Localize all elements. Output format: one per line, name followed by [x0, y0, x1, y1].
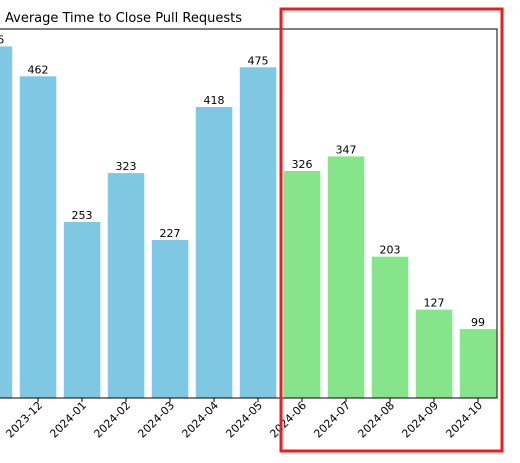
- value-label-2024-07: 347: [336, 143, 357, 156]
- value-label-2024-04: 418: [204, 94, 225, 107]
- value-label-2024-06: 326: [292, 158, 313, 171]
- value-label-2024-09: 127: [424, 297, 445, 310]
- x-tick-label-2024-10: 2024-10: [443, 399, 485, 441]
- value-label-2024-08: 203: [380, 244, 401, 257]
- value-label-2023-11: 505: [0, 33, 5, 46]
- bar-2023-11: [0, 46, 13, 399]
- value-label-2024-10: 99: [471, 316, 485, 329]
- x-tick-label-2024-05: 2024-05: [223, 399, 265, 441]
- bar-2024-02: [107, 173, 145, 398]
- x-tick-label-2024-02: 2024-02: [91, 399, 133, 441]
- bar-2024-04: [195, 107, 233, 398]
- x-tick-label-2024-08: 2024-08: [355, 399, 397, 441]
- bar-2024-10: [459, 329, 497, 398]
- x-axis-ticks: 2023-112023-122024-012024-022024-032024-…: [0, 398, 485, 441]
- bar-2024-03: [151, 240, 189, 398]
- axes-spines: [0, 28, 498, 399]
- plot-frame: [0, 28, 498, 399]
- bar-2023-12: [19, 76, 57, 399]
- bar-2024-07: [327, 156, 365, 398]
- x-tick-label-2024-01: 2024-01: [47, 399, 89, 441]
- x-tick-label-2023-11: 2023-11: [0, 399, 1, 441]
- bar-2024-06: [283, 171, 321, 398]
- value-label-2024-05: 475: [248, 54, 269, 67]
- bar-2024-08: [371, 256, 409, 398]
- highlight-box: [279, 7, 504, 453]
- highlight-box-group: [279, 7, 504, 453]
- value-label-2024-03: 227: [160, 227, 181, 240]
- value-labels: 505 462 253 323 227 418 475 326 347 203 127 99: [0, 33, 485, 329]
- x-tick-label-2024-03: 2024-03: [135, 399, 177, 441]
- x-tick-label-2024-09: 2024-09: [399, 399, 441, 441]
- x-tick-label-2024-06: 2024-06: [267, 399, 309, 441]
- x-tick-label-2023-12: 2023-12: [3, 399, 45, 441]
- bar-2024-01: [63, 221, 101, 398]
- bar-2024-09: [415, 309, 453, 398]
- chart-title: Average Time to Close Pull Requests: [5, 11, 242, 26]
- value-label-2024-01: 253: [72, 209, 93, 222]
- x-tick-label-2024-07: 2024-07: [311, 399, 353, 441]
- bar-2024-05: [239, 67, 277, 399]
- value-label-2023-12: 462: [28, 63, 49, 76]
- bars-group: [0, 46, 497, 399]
- x-tick-label-2024-04: 2024-04: [179, 399, 221, 441]
- value-label-2024-02: 323: [116, 160, 137, 173]
